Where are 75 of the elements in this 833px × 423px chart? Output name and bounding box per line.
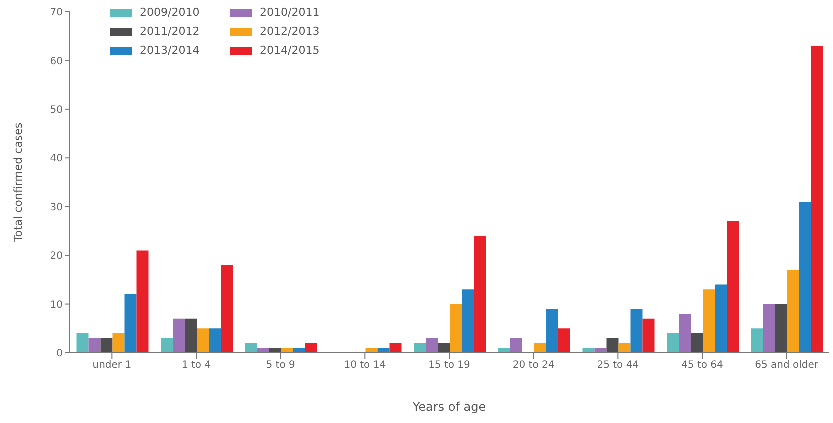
bar [185, 318, 198, 353]
bar [751, 328, 764, 353]
x-tick-label: under 1 [92, 360, 132, 372]
legend-label: 2013/2014 [140, 44, 200, 57]
y-tick-label: 10 [50, 300, 63, 311]
bar [691, 334, 704, 353]
bar [727, 221, 740, 353]
bar [811, 46, 824, 353]
x-tick-label: 25 to 44 [597, 360, 640, 372]
bar [582, 348, 595, 353]
bar [679, 314, 692, 353]
bar [558, 328, 570, 353]
bar [606, 338, 619, 353]
bar [498, 348, 510, 353]
bar [136, 250, 149, 353]
bar [390, 343, 402, 353]
y-tick-label: 70 [50, 8, 63, 19]
x-tick-label: 15 to 19 [428, 360, 470, 372]
bar [281, 348, 294, 353]
bar [366, 348, 378, 353]
y-tick-label: 20 [50, 251, 63, 262]
bar [510, 338, 522, 353]
bar [88, 338, 101, 353]
bar [799, 202, 812, 353]
legend-label: 2010/2011 [260, 6, 320, 19]
bar [100, 338, 113, 353]
bar [546, 309, 558, 353]
bar [257, 348, 270, 353]
bar [715, 284, 728, 353]
x-tick-label: 5 to 9 [266, 360, 296, 372]
bar [763, 304, 776, 353]
bar [618, 343, 631, 353]
bar [378, 348, 390, 353]
y-axis-title: Total confirmed cases [12, 122, 25, 244]
y-tick-label: 0 [56, 348, 63, 360]
legend-label: 2011/2012 [140, 25, 200, 38]
bar [305, 343, 318, 353]
y-tick-label: 30 [50, 202, 63, 214]
x-tick-label: 20 to 24 [512, 360, 555, 372]
legend-label: 2014/2015 [260, 44, 320, 57]
bar [534, 343, 546, 353]
bar [414, 343, 426, 353]
bar [642, 318, 655, 353]
bar [112, 334, 125, 353]
x-axis-title: Years of age [412, 400, 486, 414]
x-tick-label: 45 to 64 [682, 360, 724, 372]
bar [293, 348, 306, 353]
bar [438, 343, 450, 353]
bar [245, 343, 258, 353]
x-tick-label: 1 to 4 [182, 360, 212, 372]
y-tick-label: 50 [50, 104, 63, 116]
x-tick-label: 10 to 14 [344, 360, 386, 372]
bar [703, 290, 716, 353]
bar [426, 338, 438, 353]
bar [124, 294, 137, 353]
bar [221, 265, 234, 353]
bar [775, 304, 788, 353]
bar [462, 290, 474, 353]
bar [594, 348, 607, 353]
bar [787, 270, 800, 353]
legend-label: 2009/2010 [140, 6, 200, 19]
bar [269, 348, 282, 353]
bar [667, 334, 680, 353]
bar [209, 328, 222, 353]
bar [474, 236, 486, 353]
bar [450, 304, 462, 353]
bar [197, 328, 210, 353]
y-tick-label: 40 [50, 154, 63, 165]
legend-label: 2012/2013 [260, 25, 320, 38]
bar [630, 309, 643, 353]
x-tick-label: 65 and older [755, 360, 820, 372]
bar [161, 338, 174, 353]
y-tick-label: 60 [50, 56, 63, 68]
bar [173, 318, 186, 353]
bar [76, 334, 89, 353]
